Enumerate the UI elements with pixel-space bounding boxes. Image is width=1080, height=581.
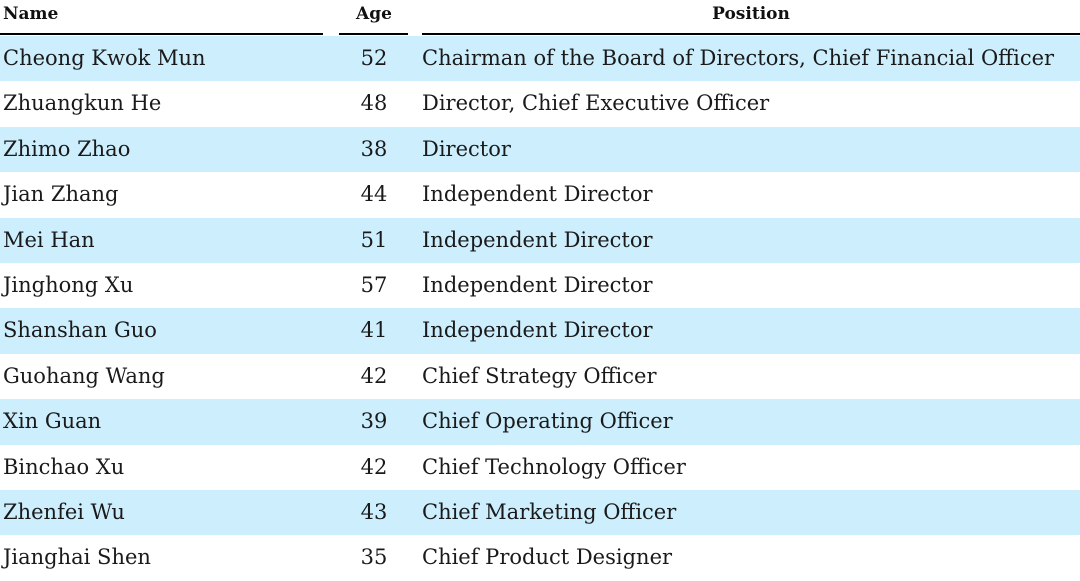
cell-position: Chief Technology Officer (422, 454, 686, 479)
cell-name: Zhuangkun He (3, 91, 162, 116)
cell-position: Chief Marketing Officer (422, 499, 677, 524)
cell-name: Jianghai Shen (3, 545, 151, 570)
cell-name: Zhenfei Wu (3, 499, 125, 524)
table-row: Mei Han 51 Independent Director (0, 217, 1080, 263)
cell-age: 42 (360, 363, 388, 388)
header-rule-position (422, 33, 1080, 35)
table-row: Jinghong Xu 57 Independent Director (0, 263, 1080, 308)
column-header-position: Position (712, 4, 790, 24)
table-row: Xin Guan 39 Chief Operating Officer (0, 399, 1080, 445)
table-row: Binchao Xu 42 Chief Technology Officer (0, 445, 1080, 490)
cell-age: 51 (360, 227, 388, 252)
table-row: Zhuangkun He 48 Director, Chief Executiv… (0, 81, 1080, 126)
cell-age: 35 (360, 545, 388, 570)
table-row: Cheong Kwok Mun 52 Chairman of the Board… (0, 36, 1080, 82)
cell-position: Chief Strategy Officer (422, 363, 657, 388)
cell-age: 42 (360, 454, 388, 479)
table-header: Name Age Position (0, 0, 1080, 36)
cell-age: 48 (360, 91, 388, 116)
cell-position: Chairman of the Board of Directors, Chie… (422, 46, 1055, 70)
cell-name: Binchao Xu (3, 454, 125, 479)
table-row: Guohang Wang 42 Chief Strategy Officer (0, 354, 1080, 399)
cell-position: Chief Operating Officer (422, 409, 673, 434)
cell-age: 43 (360, 499, 388, 524)
header-rule-age (339, 33, 408, 35)
cell-name: Cheong Kwok Mun (3, 46, 206, 70)
column-header-name: Name (3, 4, 59, 24)
column-header-age: Age (356, 4, 392, 24)
cell-age: 39 (360, 409, 388, 434)
cell-name: Jian Zhang (3, 182, 119, 207)
table-row: Zhenfei Wu 43 Chief Marketing Officer (0, 489, 1080, 536)
cell-name: Guohang Wang (3, 363, 165, 388)
cell-name: Shanshan Guo (3, 318, 157, 343)
cell-position: Independent Director (422, 182, 653, 207)
cell-age: 38 (360, 136, 388, 161)
table-row: Jianghai Shen 35 Chief Product Designer (0, 535, 1080, 580)
cell-position: Independent Director (422, 227, 653, 252)
cell-name: Jinghong Xu (3, 272, 134, 297)
cell-name: Zhimo Zhao (3, 136, 131, 161)
cell-position: Chief Product Designer (422, 545, 673, 570)
table-row: Shanshan Guo 41 Independent Director (0, 308, 1080, 354)
table-row: Jian Zhang 44 Independent Director (0, 172, 1080, 217)
cell-age: 57 (360, 272, 388, 297)
cell-position: Director (422, 136, 511, 161)
cell-position: Director, Chief Executive Officer (422, 91, 770, 116)
cell-position: Independent Director (422, 272, 653, 297)
cell-name: Mei Han (3, 227, 95, 252)
cell-name: Xin Guan (3, 409, 102, 434)
table-row: Zhimo Zhao 38 Director (0, 126, 1080, 173)
cell-age: 44 (360, 182, 388, 207)
header-rule-name (0, 33, 323, 35)
cell-age: 41 (360, 318, 388, 343)
cell-age: 52 (360, 46, 388, 70)
cell-position: Independent Director (422, 318, 653, 343)
